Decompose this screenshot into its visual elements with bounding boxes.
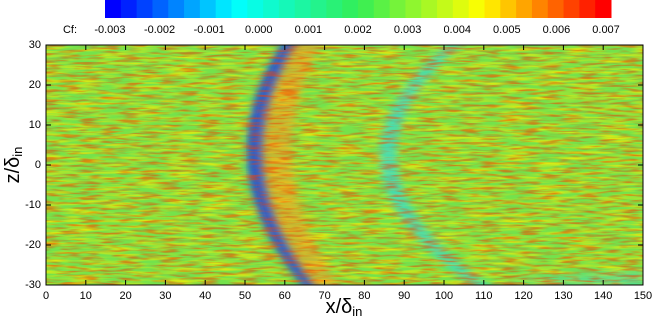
colorbar-band: [531, 0, 549, 18]
y-tick-label: 30: [29, 39, 41, 51]
x-tick-label: 0: [43, 290, 49, 302]
y-tick-label: 20: [29, 79, 41, 91]
x-tick-label: 130: [554, 290, 572, 302]
colorbar-band: [215, 0, 232, 18]
colorbar-tick-label: 0.006: [543, 24, 571, 36]
colorbar-band: [452, 0, 470, 18]
colorbar-tick-label: -0.001: [194, 24, 225, 36]
colorbar-tick-label: 0.002: [344, 24, 372, 36]
colorbar-band: [421, 0, 438, 18]
x-tick-label: 60: [279, 290, 291, 302]
colorbar-band: [405, 0, 422, 18]
x-label-sub: in: [352, 304, 362, 319]
colorbar-band: [563, 0, 580, 18]
colorbar-band: [168, 0, 185, 18]
x-label-main: x/δ: [326, 296, 353, 318]
colorbar-tick-label: -0.003: [94, 24, 125, 36]
colorbar-band: [136, 0, 153, 18]
x-tick-label: 10: [80, 290, 92, 302]
y-tick-label: 0: [35, 159, 41, 171]
colorbar: Cf: -0.003 -0.002 -0.001 0.000 0.001 0.002 0.00…: [63, 0, 620, 36]
colorbar-band: [263, 0, 280, 18]
colorbar-tick-label: 0.007: [592, 24, 620, 36]
axes: 0 10 20 30 40 50 60 70 80 90 100 110 120 130 140 150-30…: [25, 39, 652, 302]
colorbar-band: [595, 0, 612, 18]
colorbar-band: [437, 0, 454, 18]
colorbar-label: Cf:: [63, 24, 77, 36]
colorbar-band: [294, 0, 312, 18]
y-label-main: z/δ: [2, 157, 24, 184]
x-tick-label: 120: [514, 290, 532, 302]
colorbar-tick-label: 0.001: [295, 24, 323, 36]
x-tick-label: 150: [634, 290, 652, 302]
colorbar-band: [326, 0, 343, 18]
y-tick-label: -10: [25, 199, 41, 211]
colorbar-band: [389, 0, 406, 18]
colorbar-band: [342, 0, 359, 18]
colorbar-band: [373, 0, 391, 18]
colorbar-band: [120, 0, 138, 18]
colorbar-band: [231, 0, 248, 18]
y-tick-label: 10: [29, 119, 41, 131]
y-label-sub: in: [10, 147, 25, 157]
colorbar-band: [484, 0, 501, 18]
colorbar-band: [547, 0, 565, 18]
colorbar-band: [184, 0, 201, 18]
colorbar-tick-label: 0.003: [394, 24, 422, 36]
colorbar-band: [516, 0, 533, 18]
colorbar-tick-label: -0.002: [144, 24, 175, 36]
y-axis-label: z/δin: [2, 147, 25, 184]
x-tick-label: 140: [594, 290, 612, 302]
x-axis-label: x/δin: [326, 296, 363, 319]
colorbar-tick-label: 0.005: [493, 24, 521, 36]
colorbar-band: [152, 0, 169, 18]
colorbar-band: [468, 0, 485, 18]
colorbar-band: [310, 0, 327, 18]
y-tick-label: -20: [25, 239, 41, 251]
colorbar-band: [579, 0, 596, 18]
y-tick-label: -30: [25, 279, 41, 291]
colorbar-band: [278, 0, 296, 18]
contour-field: [46, 45, 643, 285]
x-tick-label: 40: [199, 290, 211, 302]
x-tick-label: 80: [358, 290, 370, 302]
colorbar-tick-label: 0.004: [443, 24, 471, 36]
x-tick-label: 110: [475, 290, 493, 302]
x-tick-label: 50: [239, 290, 251, 302]
colorbar-tick-label: 0.000: [245, 24, 273, 36]
x-tick-label: 100: [435, 290, 453, 302]
colorbar-band: [358, 0, 375, 18]
colorbar-band: [199, 0, 217, 18]
x-tick-label: 70: [318, 290, 330, 302]
colorbar-band: [247, 0, 264, 18]
x-tick-label: 20: [119, 290, 131, 302]
colorbar-band: [105, 0, 122, 18]
x-tick-label: 90: [398, 290, 410, 302]
x-tick-label: 30: [159, 290, 171, 302]
colorbar-band: [500, 0, 517, 18]
